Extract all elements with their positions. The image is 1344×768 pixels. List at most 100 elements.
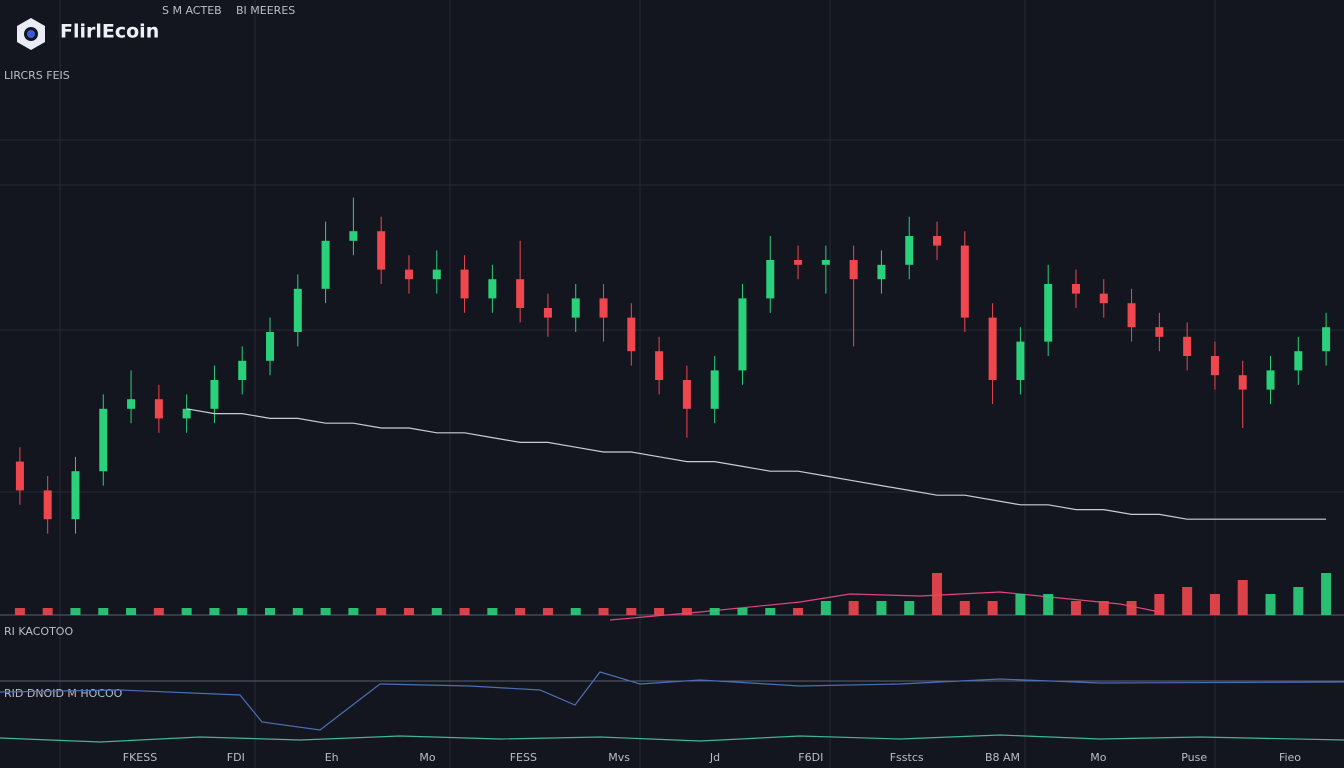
volume-bar [1209, 594, 1220, 615]
time-label: Mo [1090, 751, 1106, 764]
candle-body [682, 380, 691, 409]
candle-body [821, 260, 830, 265]
volume-bar [376, 608, 387, 615]
candle-body [210, 380, 219, 409]
volume-bar [793, 608, 804, 615]
volume-bar [820, 601, 831, 615]
tab[interactable]: BI MEERES [236, 4, 295, 17]
candle-body [238, 360, 247, 380]
time-label: Fsstcs [890, 751, 924, 764]
candle-body [432, 269, 441, 280]
volume-bar [1043, 594, 1054, 615]
candle-body [1071, 284, 1080, 294]
volume-bar [932, 573, 943, 615]
oscillator-line [0, 671, 1344, 731]
volume-bar [654, 608, 665, 615]
volume-bar [1182, 587, 1193, 615]
oscillator-line [0, 734, 1344, 743]
time-label: Eh [325, 751, 339, 764]
candle-body [655, 351, 664, 380]
volume-bar [1293, 587, 1304, 615]
time-label: Fieo [1279, 751, 1301, 764]
volume-bar [626, 608, 637, 615]
candle-body [127, 399, 136, 409]
volume-bar [237, 608, 248, 615]
volume-bar [598, 608, 609, 615]
candle-body [766, 260, 775, 299]
volume-bar [459, 608, 470, 615]
volume-bar [98, 608, 109, 615]
volume-bar [1070, 601, 1081, 615]
time-label: FDI [227, 751, 245, 764]
volume-bar [42, 608, 53, 615]
candle-body [849, 260, 858, 280]
volume-bar [292, 608, 303, 615]
candle-body [1155, 327, 1164, 337]
volume-bar [70, 608, 81, 615]
volume-bar [765, 608, 776, 615]
candle-body [1210, 356, 1219, 376]
volume-bar [737, 608, 748, 615]
candle-body [599, 298, 608, 318]
time-label: Mvs [608, 751, 630, 764]
volume-bar [1237, 580, 1248, 615]
time-label: B8 AM [985, 751, 1020, 764]
candle-body [266, 332, 275, 361]
panel-label: LIRCRS FEIS [4, 69, 70, 82]
candle-body [154, 399, 163, 419]
app-name: FlirlEcoin [60, 21, 159, 43]
volume-bar [320, 608, 331, 615]
candle-body [1266, 370, 1275, 390]
volume-bar [904, 601, 915, 615]
candle-body [627, 317, 636, 352]
volume-bar [265, 608, 276, 615]
candle-body [1127, 303, 1136, 328]
candle-body [99, 408, 108, 472]
candle-body [1016, 341, 1025, 380]
volume-bar [542, 608, 553, 615]
time-label: FESS [510, 751, 537, 764]
candle-body [377, 231, 386, 270]
tab[interactable]: S M ACTEB [162, 4, 222, 17]
candle-body [1238, 375, 1247, 390]
candle-body [293, 288, 302, 332]
candle-body [516, 279, 525, 308]
candle-body [488, 279, 497, 299]
candle-body [710, 370, 719, 409]
volume-bar [848, 601, 859, 615]
time-label: FKESS [123, 751, 157, 764]
candle-body [1294, 351, 1303, 371]
panel-label: RI KACOTOO [4, 625, 73, 638]
candle-body [1044, 284, 1053, 342]
time-label: Mo [419, 751, 435, 764]
volume-bar [709, 608, 720, 615]
candle-body [460, 269, 469, 299]
volume-bar [14, 608, 25, 615]
candle-body [960, 245, 969, 318]
volume-bar [1265, 594, 1276, 615]
candle-body [543, 308, 552, 318]
volume-bar [209, 608, 220, 615]
volume-bar [987, 601, 998, 615]
logo-dot [27, 30, 35, 38]
volume-bar [1154, 594, 1165, 615]
price-plot [14, 197, 1332, 615]
volume-bar [1098, 601, 1109, 615]
volume-bar [126, 608, 137, 615]
candle-body [905, 236, 914, 265]
volume-bar [876, 601, 887, 615]
volume-bar [403, 608, 414, 615]
volume-bar [487, 608, 498, 615]
candle-body [15, 461, 24, 491]
candle-body [933, 236, 942, 246]
volume-bar [431, 608, 442, 615]
volume-bar [181, 608, 192, 615]
volume-bar [153, 608, 164, 615]
candle-body [404, 269, 413, 280]
volume-bar [1126, 601, 1137, 615]
time-label: F6DI [798, 751, 823, 764]
volume-bar [1321, 573, 1332, 615]
volume-bar [570, 608, 581, 615]
candle-body [1099, 293, 1108, 304]
